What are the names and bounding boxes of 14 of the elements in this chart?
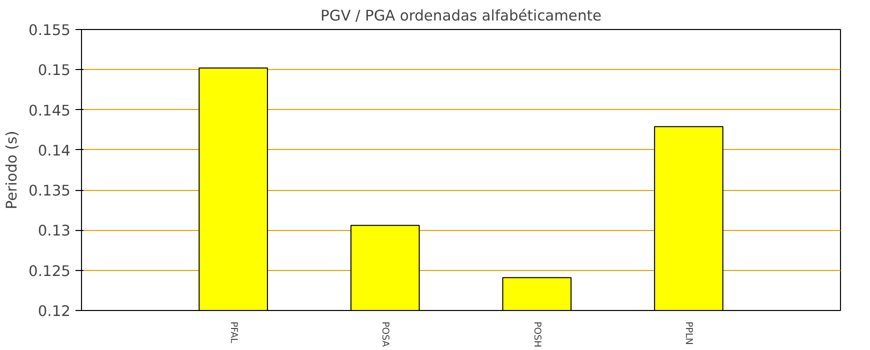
y-tick-label: 0.135 xyxy=(28,182,71,200)
y-tick-label: 0.14 xyxy=(38,142,71,160)
y-tick-label: 0.145 xyxy=(28,102,71,120)
y-tick-label: 0.125 xyxy=(28,262,71,280)
y-tick-label: 0.155 xyxy=(28,22,71,39)
x-tick-label: POSH xyxy=(531,322,542,348)
x-tick-label: PPLN xyxy=(683,322,694,345)
x-tick-label: PFAL xyxy=(228,322,239,344)
y-tick-label: 0.15 xyxy=(38,62,71,80)
y-tick-label: 0.13 xyxy=(38,222,71,240)
y-tick-label: 0.12 xyxy=(38,303,71,320)
x-tick-label: POSA xyxy=(380,322,391,348)
chart-title: PGV / PGA ordenadas alfabéticamente xyxy=(320,8,602,24)
y-axis-title: Periodo (s) xyxy=(4,130,21,210)
